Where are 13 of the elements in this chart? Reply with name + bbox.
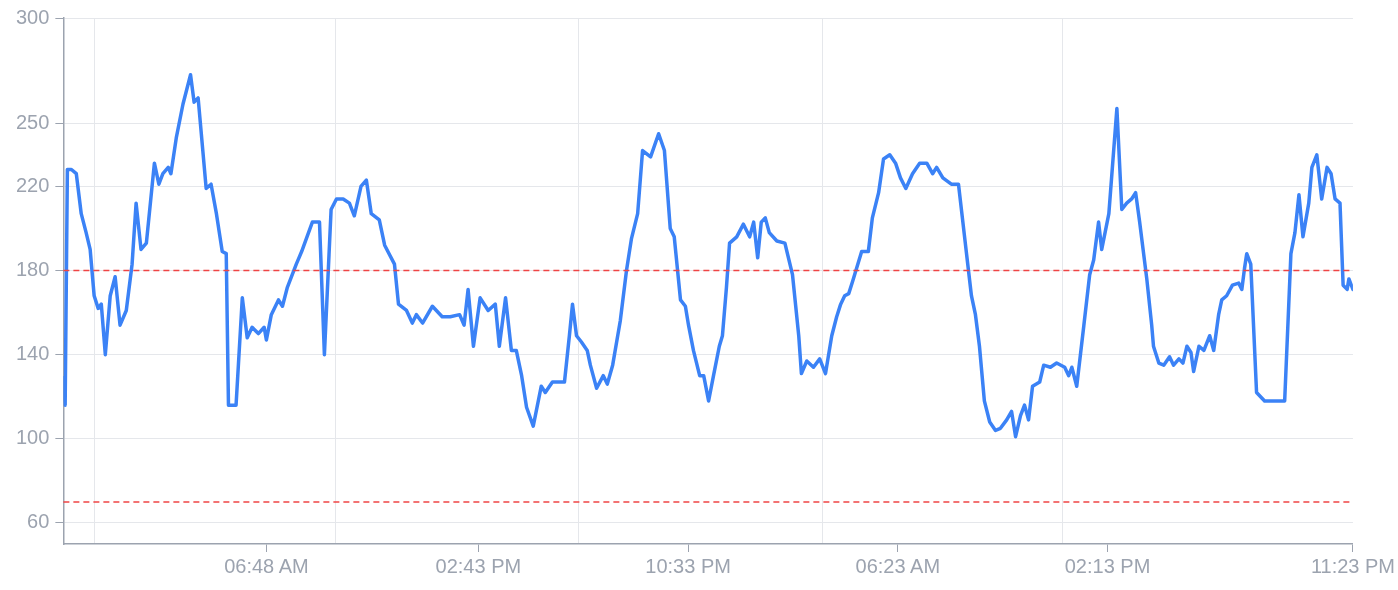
y-tick-label: 60 bbox=[27, 510, 50, 533]
y-tick-label: 250 bbox=[15, 110, 50, 133]
y-tick-label: 220 bbox=[15, 173, 50, 196]
x-tick-label: 11:23 PM bbox=[1310, 554, 1395, 577]
y-tick-label: 180 bbox=[15, 258, 50, 280]
y-tick-label: 100 bbox=[15, 426, 50, 449]
x-tick-label: 02:43 PM bbox=[435, 554, 522, 577]
x-tick-label: 06:48 AM bbox=[224, 554, 309, 577]
x-tick-label: 02:13 PM bbox=[1064, 554, 1151, 577]
x-tick-label: 10:33 PM bbox=[645, 554, 731, 577]
y-tick-label: 140 bbox=[15, 342, 50, 365]
x-tick-label: 06:23 AM bbox=[855, 554, 941, 577]
y-tick-label: 300 bbox=[15, 5, 50, 28]
